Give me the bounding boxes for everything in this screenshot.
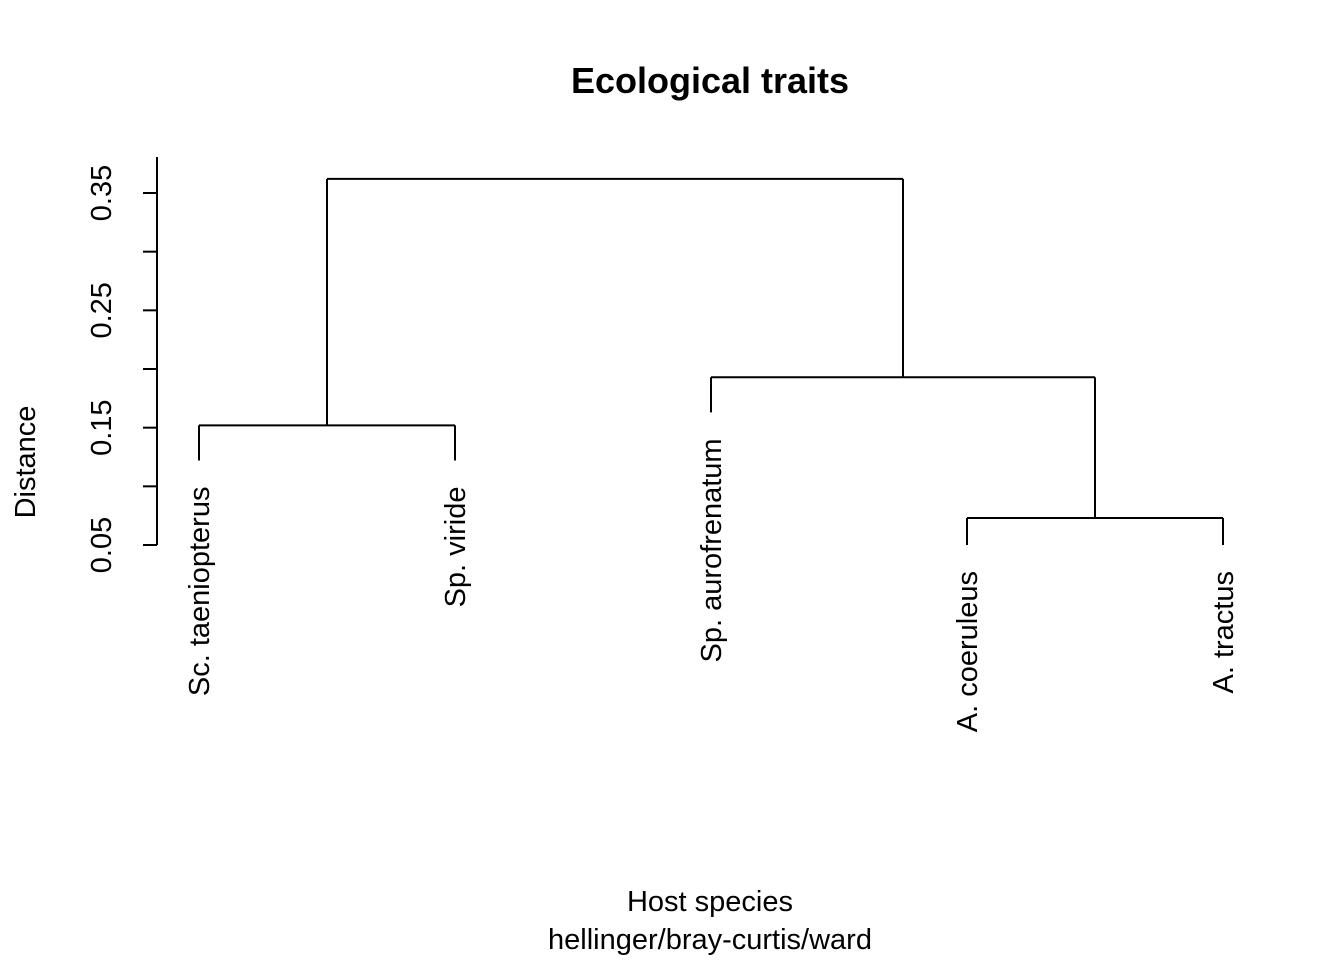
y-tick-label: 0.35 xyxy=(86,165,118,221)
leaf-label: A. coeruleus xyxy=(952,571,984,732)
chart-title: Ecological traits xyxy=(571,60,849,101)
y-tick-label: 0.15 xyxy=(86,399,118,455)
y-tick-label: 0.05 xyxy=(86,517,118,573)
x-axis-label: Host species xyxy=(627,886,793,918)
y-axis: 0.05 0.15 0.25 0.35 xyxy=(86,157,158,573)
dendrogram-branches xyxy=(198,177,1224,545)
y-axis-label: Distance xyxy=(10,406,42,519)
leaf-label: Sp. viride xyxy=(440,487,472,608)
leaf-labels: Sc. taeniopterus Sp. viride Sp. aurofrenat… xyxy=(184,438,1240,732)
leaf-label: Sp. aurofrenatum xyxy=(696,438,728,662)
y-tick-label: 0.25 xyxy=(86,282,118,338)
leaf-label: Sc. taeniopterus xyxy=(184,487,216,697)
x-axis-sublabel: hellinger/bray-curtis/ward xyxy=(548,924,872,956)
leaf-label: A. tractus xyxy=(1208,571,1240,694)
